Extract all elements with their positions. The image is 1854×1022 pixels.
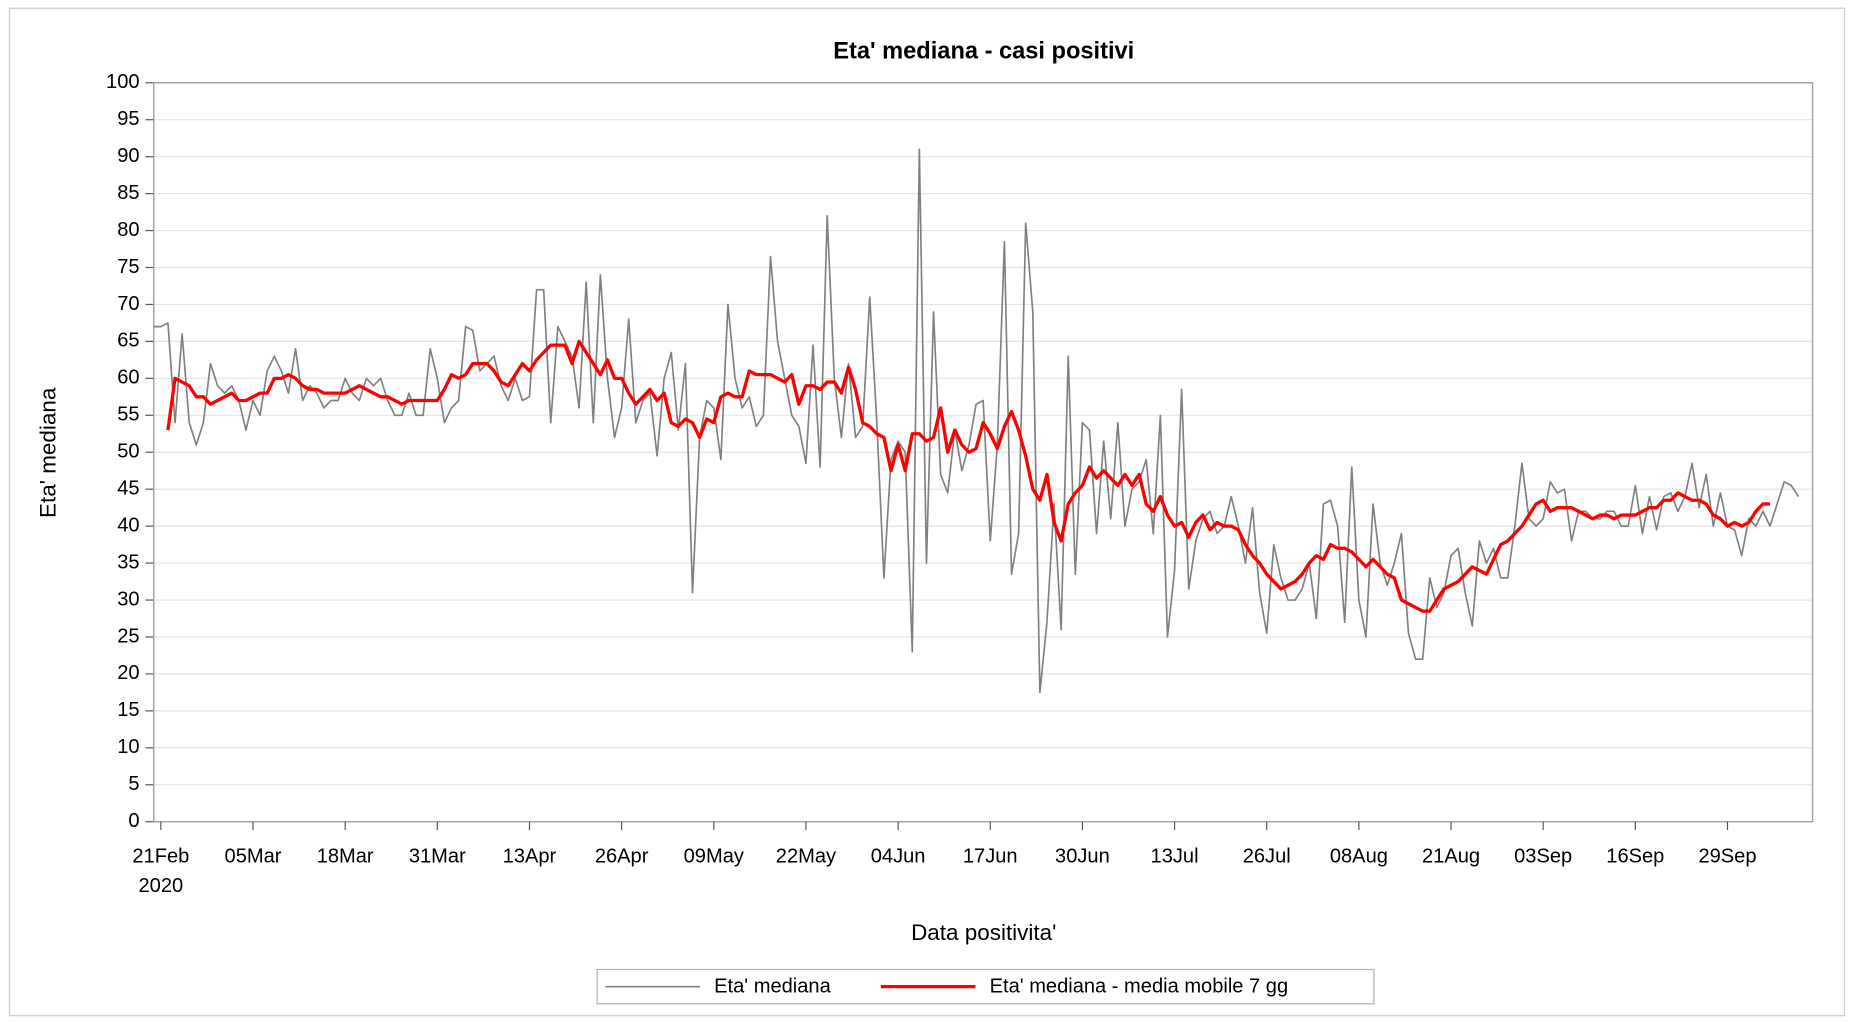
y-tick-label: 95 (117, 108, 139, 130)
x-tick-label: 26Apr (595, 845, 649, 867)
y-tick-label: 45 (117, 477, 139, 499)
series-line (166, 339, 1771, 613)
y-tick-label: 40 (117, 514, 139, 536)
chart-frame (8, 7, 1846, 1017)
y-tick-label: 35 (117, 551, 139, 573)
x-tick-label: 26Jul (1243, 845, 1291, 867)
y-tick-label: 20 (117, 662, 139, 684)
y-tick-label: 80 (117, 219, 139, 241)
y-tick-label: 100 (106, 71, 140, 93)
x-tick-label: 13Jul (1151, 845, 1199, 867)
y-tick-label: 85 (117, 182, 139, 204)
x-tick-label: 04Jun (871, 845, 926, 867)
x-axis-title: Data positivita' (911, 920, 1056, 945)
y-tick-label: 10 (117, 736, 139, 758)
series-line (153, 148, 1800, 694)
x-tick-label: 09May (684, 845, 744, 867)
x-tick-label: 16Sep (1606, 845, 1664, 867)
y-tick-label: 90 (117, 145, 139, 167)
x-tick-label: 17Jun (963, 845, 1018, 867)
y-tick-label: 65 (117, 330, 139, 352)
y-tick-label: 0 (128, 810, 139, 832)
x-tick-label: 08Aug (1330, 845, 1388, 867)
x-tick-label: 03Sep (1514, 845, 1572, 867)
y-tick-label: 60 (117, 367, 139, 389)
x-tick-label: 31Mar (409, 845, 466, 867)
x-tick-label: 29Sep (1698, 845, 1756, 867)
legend-box (596, 968, 1375, 1005)
y-tick-label: 50 (117, 441, 139, 463)
chart-title: Eta' mediana - casi positivi (833, 38, 1134, 64)
y-tick-label: 75 (117, 256, 139, 278)
plot-area (153, 82, 1814, 823)
x-tick-label: 22May (776, 845, 836, 867)
y-tick-label: 25 (117, 625, 139, 647)
y-tick-label: 70 (117, 293, 139, 315)
x-tick-label: 21Feb (132, 845, 189, 867)
x-tick-label: 18Mar (317, 845, 374, 867)
legend-label: Eta' mediana (714, 976, 831, 998)
y-tick-label: 30 (117, 588, 139, 610)
y-tick-label: 15 (117, 699, 139, 721)
legend-label: Eta' mediana - media mobile 7 gg (990, 976, 1288, 998)
y-tick-label: 5 (128, 773, 139, 795)
x-tick-label: 13Apr (503, 845, 557, 867)
x-tick-label: 30Jun (1055, 845, 1110, 867)
x-tick-label: 21Aug (1422, 845, 1480, 867)
y-tick-label: 55 (117, 404, 139, 426)
x-tick-year-label: 2020 (139, 875, 184, 897)
x-tick-label: 05Mar (225, 845, 282, 867)
y-axis-title: Eta' mediana (36, 387, 61, 518)
